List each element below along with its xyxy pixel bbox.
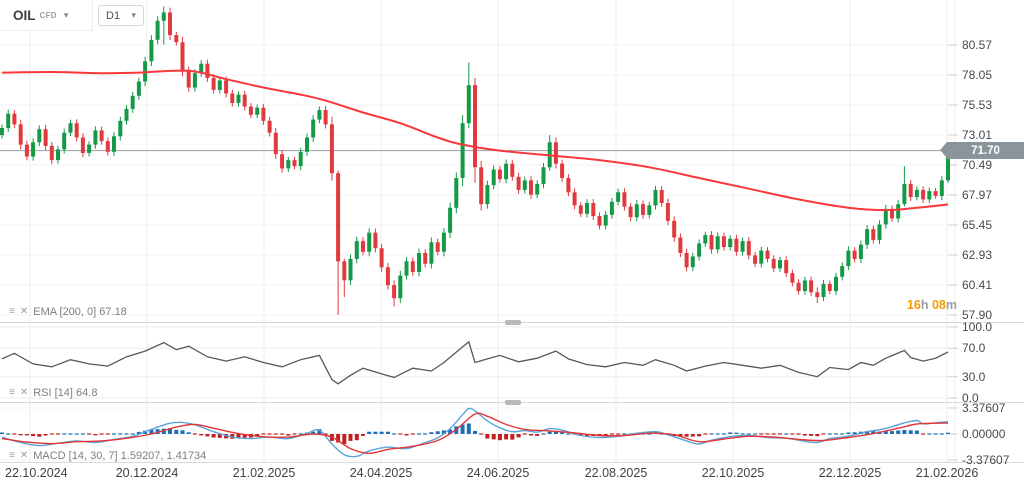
instrument-header: OIL CFD ▾ xyxy=(0,0,93,31)
rsi-line xyxy=(1,340,949,385)
ema-label-text: EMA [200, 0] 67.18 xyxy=(33,306,127,318)
chevron-down-icon: ▾ xyxy=(131,10,136,20)
current-price-value: 71.70 xyxy=(971,144,1000,157)
rsi-indicator-label: ≡ ✕ RSI [14] 64.8 xyxy=(9,387,97,399)
ema-line xyxy=(1,69,949,212)
price-tick-label: 62.93 xyxy=(962,248,993,262)
indicator-close-icon[interactable]: ✕ xyxy=(19,450,29,461)
date-tick-label: 22.08.2025 xyxy=(584,466,648,480)
date-tick-label: 21.02.2026 xyxy=(915,466,979,480)
panel-dividers xyxy=(0,320,1024,463)
price-tick-label: 70.49 xyxy=(962,158,993,172)
price-tick-label: 60.41 xyxy=(962,278,993,292)
instrument-type-badge: CFD xyxy=(39,10,57,20)
macd-tick-label: 3.37607 xyxy=(962,401,1006,415)
candle-close-countdown: 16h 08m xyxy=(893,298,957,312)
price-tick-label: 73.01 xyxy=(962,128,993,142)
timeframe-value: D1 xyxy=(106,9,121,22)
rsi-tick-label: 30.0 xyxy=(962,369,986,384)
indicator-settings-icon[interactable]: ≡ xyxy=(9,387,15,398)
chevron-down-icon[interactable]: ▾ xyxy=(63,9,69,20)
instrument-symbol[interactable]: OIL xyxy=(13,7,36,23)
rsi-tick-label: 70.0 xyxy=(962,341,986,356)
date-tick-label: 21.02.2025 xyxy=(232,466,296,480)
price-tick-label: 75.53 xyxy=(962,98,993,112)
macd-tick-label: -3.37607 xyxy=(962,453,1010,467)
ema-indicator-label: ≡ ✕ EMA [200, 0] 67.18 xyxy=(9,306,127,318)
price-tick-label: 78.05 xyxy=(962,68,993,82)
countdown-hours: 16 xyxy=(906,298,921,312)
indicator-settings-icon[interactable]: ≡ xyxy=(9,306,15,317)
price-tick-label: 67.97 xyxy=(962,188,993,202)
current-price-tag: 71.70 xyxy=(940,142,1024,159)
countdown-minutes: 08 xyxy=(931,298,946,312)
panel-resize-handle[interactable] xyxy=(505,400,521,405)
rsi-tick-label: 100.0 xyxy=(962,320,993,334)
macd-tick-label: 0.00000 xyxy=(962,427,1006,441)
macd-signal-line xyxy=(1,412,949,455)
indicator-close-icon[interactable]: ✕ xyxy=(19,306,29,317)
indicator-close-icon[interactable]: ✕ xyxy=(19,387,29,398)
ema-layer xyxy=(1,69,949,212)
price-tick-label: 80.57 xyxy=(962,38,993,52)
date-tick-label: 22.10.2024 xyxy=(5,466,68,480)
macd-indicator-label: ≡ ✕ MACD [14, 30, 7] 1.59207, 1.41734 xyxy=(9,450,206,462)
rsi-tick-label: 0.0 xyxy=(962,391,979,405)
macd-label-text: MACD [14, 30, 7] 1.59207, 1.41734 xyxy=(33,450,207,462)
timeframe-dropdown[interactable]: D1 ▾ xyxy=(98,5,144,26)
date-tick-label: 20.12.2024 xyxy=(115,466,179,480)
macd-lines xyxy=(1,407,949,458)
macd-histogram xyxy=(0,423,950,444)
panel-resize-handle[interactable] xyxy=(505,320,521,325)
price-tick-label: 65.45 xyxy=(962,218,993,232)
date-tick-label: 24.06.2025 xyxy=(466,466,530,480)
date-tick-label: 24.04.2025 xyxy=(349,466,413,480)
countdown-hours-unit: h xyxy=(920,298,929,312)
candles xyxy=(0,6,950,315)
rsi-layer xyxy=(1,340,949,385)
date-tick-label: 22.12.2025 xyxy=(818,466,882,480)
price-tick-label: 57.90 xyxy=(962,307,993,322)
countdown-minutes-unit: m xyxy=(945,298,957,312)
date-tick-label: 22.10.2025 xyxy=(701,466,765,480)
rsi-label-text: RSI [14] 64.8 xyxy=(33,387,98,399)
axis-ticks xyxy=(948,44,958,461)
indicator-settings-icon[interactable]: ≡ xyxy=(9,450,15,461)
